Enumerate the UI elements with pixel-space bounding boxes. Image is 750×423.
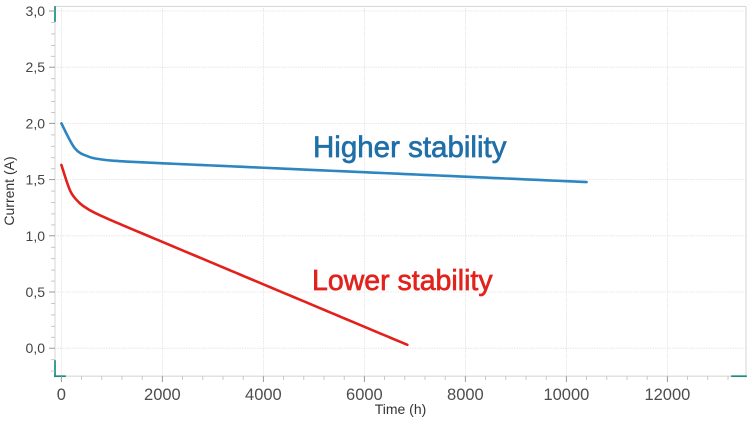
svg-text:1,5: 1,5 <box>26 172 46 188</box>
svg-text:4000: 4000 <box>245 386 282 404</box>
svg-text:0,0: 0,0 <box>26 340 46 356</box>
svg-text:3,0: 3,0 <box>26 3 46 19</box>
svg-text:2,0: 2,0 <box>26 115 46 131</box>
svg-text:Lower stability: Lower stability <box>312 265 493 297</box>
svg-text:2,5: 2,5 <box>26 59 46 75</box>
svg-text:Higher stability: Higher stability <box>313 131 507 164</box>
svg-text:2000: 2000 <box>144 386 181 404</box>
svg-text:Time (h): Time (h) <box>375 401 427 417</box>
svg-text:0,5: 0,5 <box>26 284 46 300</box>
svg-text:1,0: 1,0 <box>26 228 46 244</box>
svg-text:8000: 8000 <box>447 386 484 404</box>
svg-text:0: 0 <box>57 386 66 404</box>
svg-text:Current (A): Current (A) <box>1 156 17 225</box>
svg-text:12000: 12000 <box>644 386 690 404</box>
svg-text:10000: 10000 <box>543 386 589 404</box>
